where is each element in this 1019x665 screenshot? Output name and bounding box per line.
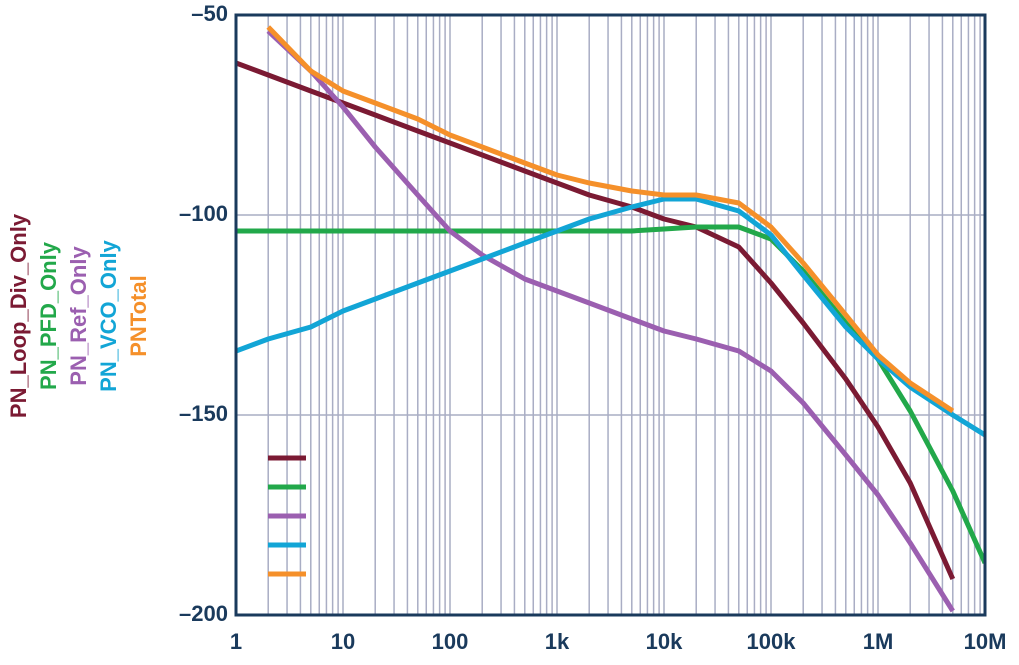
x-tick-label: 1M [863,629,894,654]
y-tick-label: –50 [191,1,228,26]
plot-frame [234,13,987,617]
y-tick-label: –150 [179,401,228,426]
lines [236,25,985,613]
series-line [236,60,956,581]
legend-label: PN_VCO_Only [96,239,121,391]
x-tick-label: 100 [432,629,469,654]
x-tick-label: 10k [646,629,683,654]
legend-label: PN_PFD_Only [36,241,61,390]
legend-label: PNTotal [126,275,151,356]
legend-label: PN_Ref_Only [66,246,91,386]
y-tick-label: –100 [179,201,228,226]
legend-label: PN_Loop_Div_Only [6,213,31,418]
grid [235,14,986,616]
y-tick-label: –200 [179,601,228,626]
series-line [266,25,955,414]
x-tick-label: 100k [747,629,797,654]
x-tick-label: 1k [545,629,570,654]
x-tick-label: 10M [964,629,1007,654]
series-line [236,196,985,438]
x-tick-label: 10 [331,629,355,654]
x-tick-label: 1 [230,629,242,654]
series-line [266,29,955,613]
